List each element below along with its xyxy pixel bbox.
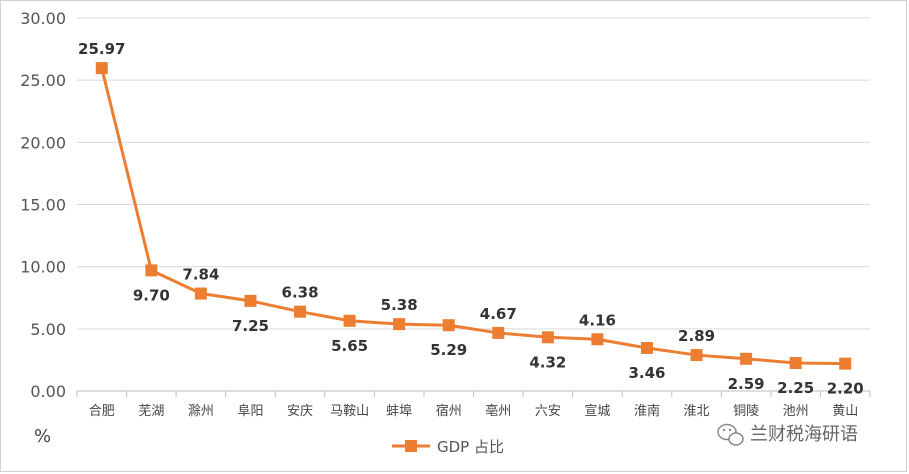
data-label: 4.32 [529,353,566,371]
x-tick-label: 马鞍山 [330,403,369,419]
data-label: 9.70 [133,286,170,304]
x-tick-label: 淮南 [634,403,660,419]
data-point-marker [95,62,108,75]
series-gdp-share [95,62,852,370]
data-point-marker [839,357,852,370]
data-point-marker [789,357,802,370]
x-tick-label: 滁州 [188,403,214,419]
data-label: 25.97 [78,40,125,58]
legend: GDP 占比 [392,438,504,456]
data-point-marker [591,333,604,346]
x-axis: 合肥 芜湖 滁州 阜阳 安庆 马鞍山 蚌埠 宿州 亳州 六安 宣城 淮南 淮北 铜陵 池州 黄山 [76,391,871,419]
data-point-marker [343,314,356,327]
watermark: 兰财税海研语 [717,423,858,446]
data-label: 4.16 [579,311,616,329]
data-point-marker [640,341,653,354]
data-label: 5.65 [331,337,368,355]
x-tick-label: 蚌埠 [386,404,412,419]
x-tick-label: 安庆 [287,404,313,419]
x-tick-label: 合肥 [89,404,115,419]
legend-label: GDP 占比 [437,438,504,456]
data-point-marker [194,287,207,300]
data-point-marker [690,349,703,362]
data-point-marker [145,264,158,277]
data-point-marker [541,331,554,344]
x-tick-label: 宣城 [584,403,610,419]
x-tick-label: 阜阳 [237,403,263,419]
y-tick-label: 25.00 [20,71,66,90]
data-label: 2.25 [777,379,814,397]
x-tick-label: 池州 [783,404,809,419]
y-tick-label: 10.00 [20,258,66,277]
x-tick-label: 芜湖 [138,404,164,419]
data-labels: 25.97 9.70 7.84 7.25 6.38 5.65 5.38 5.29 4.67 4.3… [78,40,864,398]
y-axis-unit-label: % [34,426,51,447]
y-axis: 0.00 5.00 10.00 15.00 20.00 25.00 30.00 [20,9,66,401]
data-point-marker [492,326,505,339]
data-label: 3.46 [628,364,665,382]
data-point-marker [442,319,455,332]
data-label: 5.38 [381,296,418,314]
x-tick-label: 黄山 [832,404,858,419]
x-tick-label: 铜陵 [733,404,759,419]
data-label: 6.38 [282,284,319,302]
x-tick-label: 淮北 [684,404,710,419]
gridlines [77,17,870,392]
data-point-marker [740,352,753,365]
data-label: 2.59 [728,375,765,393]
y-tick-label: 20.00 [20,133,66,152]
legend-marker-swatch [405,440,417,452]
x-tick-label: 宿州 [436,403,462,419]
y-tick-label: 0.00 [30,382,66,401]
data-label: 2.89 [678,327,715,345]
data-label: 5.29 [430,341,467,359]
data-point-marker [393,318,406,331]
data-point-marker [294,305,307,318]
series-line [100,67,846,366]
data-label: 4.67 [480,305,517,323]
data-label: 7.84 [182,266,219,284]
y-tick-label: 30.00 [20,9,66,28]
data-label: 7.25 [232,317,269,335]
y-tick-label: 5.00 [30,320,66,339]
x-tick-label: 六安 [535,404,561,419]
x-tick-label: 亳州 [485,403,511,419]
watermark-text: 兰财税海研语 [750,424,858,445]
data-label: 2.20 [827,380,864,398]
data-point-marker [244,294,257,307]
y-tick-label: 15.00 [20,196,66,215]
wechat-icon [717,423,744,446]
